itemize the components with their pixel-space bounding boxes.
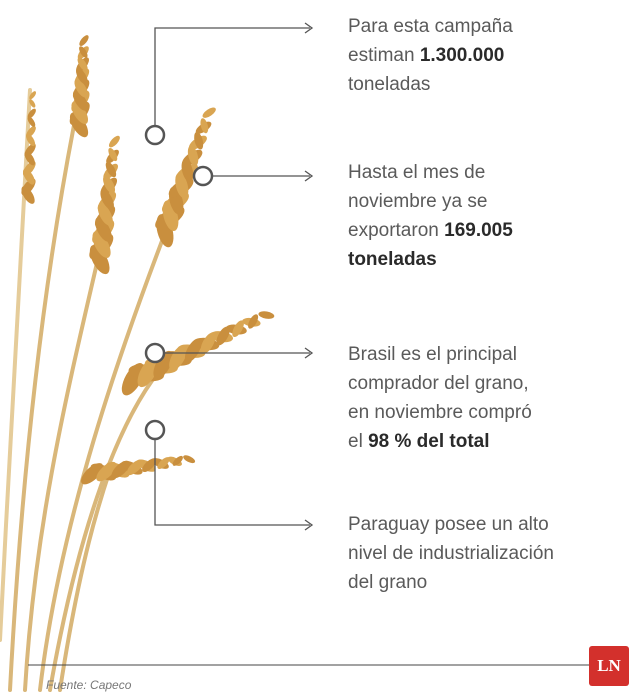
text: Hasta el mes de [348,162,486,183]
text-line: Hasta el mes de [348,158,513,187]
text-line: toneladas [348,70,513,99]
grain [172,455,183,466]
connectors [28,22,590,666]
grain [258,311,275,319]
text-line: Paraguay posee un alto [348,510,554,539]
text: el [348,431,363,452]
logo: LN [589,646,629,686]
text-line: del grano [348,568,554,597]
grain [26,126,36,138]
text-line: comprador del grano, [348,369,532,398]
callout: Brasil es el principal comprador del gran… [348,340,532,456]
grain [232,320,244,338]
wheat-stalks [0,88,172,692]
grain [29,99,36,108]
grain [216,326,230,346]
grain [76,68,88,85]
text-line: exportaron 169.005 [348,216,513,245]
callout: Paraguay posee un alto nivel de industria… [348,510,554,597]
text: noviembre ya se [348,191,488,212]
grain [108,147,118,162]
text-line: Para esta campaña [348,12,513,41]
text-line: noviembre ya se [348,187,513,216]
text: Paraguay posee un alto [348,514,549,535]
text: toneladas [348,74,431,95]
grain [105,161,117,178]
grain [27,116,36,127]
text-line: toneladas [348,245,513,274]
text: toneladas [348,249,437,270]
grain [79,46,88,58]
text-line: nivel de industrialización [348,539,554,568]
text: 169.005 [444,220,513,241]
source: Fuente: Capeco [46,678,132,692]
text: comprador del grano, [348,373,529,394]
callout: Hasta el mes de noviembre ya se exportaron… [348,158,513,274]
grain [187,145,199,166]
grain [24,143,36,157]
text: del grano [348,572,428,593]
grain [108,135,120,148]
wheat-ears [21,35,275,485]
text: 98 % del total [368,431,490,452]
grain [77,57,88,72]
text-line: Brasil es el principal [348,340,532,369]
grain [183,455,196,464]
text: nivel de industrialización [348,543,554,564]
grain [103,175,116,194]
text: 1.300.000 [419,45,505,66]
grain [200,118,209,134]
callout: Para esta campaña estiman 1.300.000 tonela… [348,12,513,99]
text-line: en noviembre compró [348,398,532,427]
text-line: el 98 % del total [348,427,532,456]
text: en noviembre compró [348,402,532,423]
grain [79,35,89,46]
grain [29,91,37,100]
text: estiman [348,45,415,66]
text: Para esta campaña [348,16,513,37]
text: Brasil es el principal [348,344,517,365]
text: exportaron [348,220,439,241]
grain [202,107,216,118]
grain [248,314,259,329]
grain [27,108,36,119]
grain [157,457,170,469]
text-line: estiman 1.300.000 [348,41,513,70]
grain [194,131,204,150]
